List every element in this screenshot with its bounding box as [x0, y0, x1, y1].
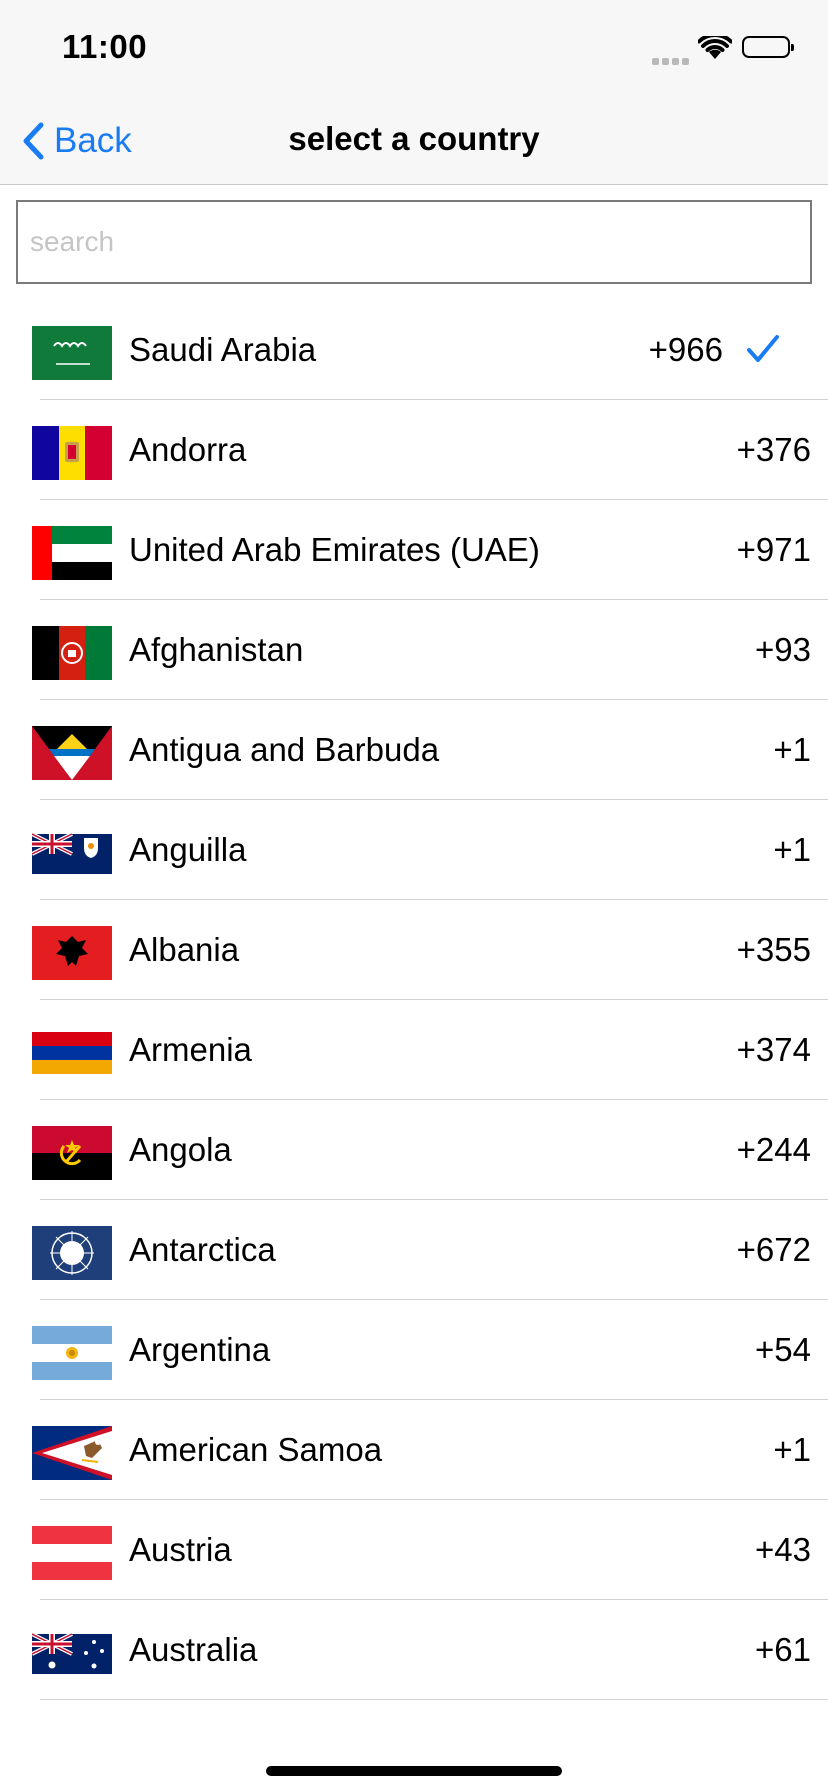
country-name: Andorra [129, 431, 247, 468]
country-dial-code: +672 [736, 1231, 811, 1268]
country-dial-code: +355 [736, 931, 811, 968]
row-separator [40, 1299, 828, 1300]
country-row-anguilla[interactable]: Anguilla +1 [0, 800, 828, 900]
row-separator [40, 1099, 828, 1100]
country-row-antarctica[interactable]: Antarctica +672 [0, 1200, 828, 1300]
angola-flag-icon [32, 1126, 112, 1180]
country-name: Saudi Arabia [129, 331, 317, 368]
row-separator [40, 1199, 828, 1200]
search-input[interactable] [16, 200, 812, 284]
status-bar: 11:00 [0, 0, 828, 100]
row-separator [40, 799, 828, 800]
row-separator [40, 699, 828, 700]
row-separator [40, 999, 828, 1000]
status-time: 11:00 [62, 28, 148, 65]
saudi-arabia-flag-icon [32, 326, 112, 380]
country-row-antigua-and-barbuda[interactable]: Antigua and Barbuda +1 [0, 700, 828, 800]
albania-flag-icon [32, 926, 112, 980]
cellular-signal-icon [652, 52, 692, 65]
row-separator [40, 1699, 828, 1700]
american-samoa-flag-icon [32, 1426, 112, 1480]
armenia-flag-icon [32, 1026, 112, 1080]
country-name: American Samoa [129, 1431, 383, 1468]
country-dial-code: +93 [755, 631, 811, 668]
country-row-armenia[interactable]: Armenia +374 [0, 1000, 828, 1100]
country-dial-code: +1 [773, 731, 811, 768]
navigation-bar: select a country Back [0, 100, 828, 185]
row-separator [40, 1599, 828, 1600]
argentina-flag-icon [32, 1326, 112, 1380]
australia-flag-icon [32, 1626, 112, 1680]
country-name: Armenia [129, 1031, 252, 1068]
antigua-and-barbuda-flag-icon [32, 726, 112, 780]
country-row-argentina[interactable]: Argentina +54 [0, 1300, 828, 1400]
country-row-angola[interactable]: Angola +244 [0, 1100, 828, 1200]
country-row-austria[interactable]: Austria +43 [0, 1500, 828, 1600]
country-name: Afghanistan [129, 631, 304, 668]
country-dial-code: +61 [755, 1631, 811, 1668]
chevron-left-icon [23, 122, 44, 160]
country-dial-code: +376 [736, 431, 811, 468]
country-dial-code: +1 [773, 1431, 811, 1468]
country-dial-code: +966 [648, 331, 723, 368]
country-name: Antigua and Barbuda [129, 731, 440, 768]
country-dial-code: +374 [736, 1031, 811, 1068]
afghanistan-flag-icon [32, 626, 112, 680]
austria-flag-icon [32, 1526, 112, 1580]
country-name: Angola [129, 1131, 232, 1168]
row-separator [40, 1399, 828, 1400]
uae-flag-icon [32, 526, 112, 580]
country-row-american-samoa[interactable]: American Samoa +1 [0, 1400, 828, 1500]
back-button[interactable]: Back [22, 116, 132, 166]
country-row-albania[interactable]: Albania +355 [0, 900, 828, 1000]
country-row-australia[interactable]: Australia +61 [0, 1600, 828, 1700]
row-separator [40, 1499, 828, 1500]
row-separator [40, 499, 828, 500]
country-list[interactable]: Saudi Arabia +966 Andorra +376 United Ar… [0, 300, 828, 1700]
page-title: select a country [288, 120, 540, 157]
antarctica-flag-icon [32, 1226, 112, 1280]
country-row-saudi-arabia[interactable]: Saudi Arabia +966 [0, 300, 828, 400]
country-dial-code: +43 [755, 1531, 811, 1568]
home-indicator [266, 1766, 562, 1776]
row-separator [40, 599, 828, 600]
country-name: Argentina [129, 1331, 271, 1368]
battery-icon [742, 36, 794, 58]
country-name: Albania [129, 931, 240, 968]
country-name: Austria [129, 1531, 232, 1568]
country-name: Anguilla [129, 831, 247, 868]
country-dial-code: +971 [736, 531, 811, 568]
country-name: Australia [129, 1631, 258, 1668]
country-dial-code: +244 [736, 1131, 811, 1168]
country-dial-code: +1 [773, 831, 811, 868]
row-separator [40, 899, 828, 900]
country-name: Antarctica [129, 1231, 276, 1268]
andorra-flag-icon [32, 426, 112, 480]
back-label: Back [54, 121, 132, 160]
checkmark-icon [746, 334, 780, 369]
country-row-andorra[interactable]: Andorra +376 [0, 400, 828, 500]
anguilla-flag-icon [32, 826, 112, 880]
country-row-afghanistan[interactable]: Afghanistan +93 [0, 600, 828, 700]
row-separator [40, 399, 828, 400]
country-row-uae[interactable]: United Arab Emirates (UAE) +971 [0, 500, 828, 600]
country-dial-code: +54 [755, 1331, 811, 1368]
country-name: United Arab Emirates (UAE) [129, 531, 540, 568]
wifi-icon [697, 33, 733, 65]
